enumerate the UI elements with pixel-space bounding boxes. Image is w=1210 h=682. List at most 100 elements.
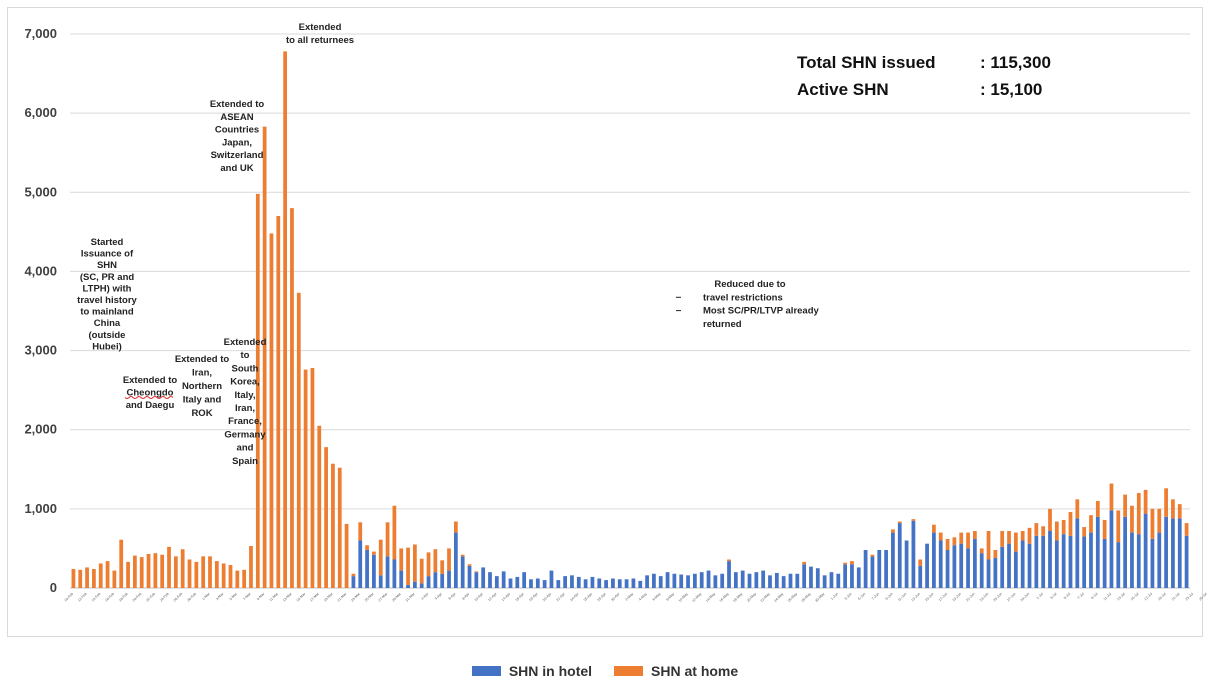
legend-swatch-home — [614, 666, 644, 676]
bar-hotel — [884, 550, 888, 588]
x-tick-label: 17-Jun — [938, 592, 948, 602]
annotation-line: LTPH) with — [83, 283, 132, 294]
bar-hotel — [549, 570, 554, 588]
y-tick-label: 6,000 — [24, 105, 57, 120]
bar-hotel — [979, 553, 984, 588]
bar-home — [1068, 512, 1073, 536]
x-tick-label: 23-Jun — [979, 592, 989, 602]
x-tick-label: 1-Jul — [1036, 592, 1044, 600]
annotation-line: travel restrictions — [703, 292, 783, 303]
bar-hotel — [768, 575, 772, 588]
annotation-reduced: Reduced due to travel restrictions Most SC… — [676, 279, 820, 330]
bar-hotel — [617, 579, 622, 588]
bar-home — [180, 549, 185, 588]
x-tick-label: 25-Mar — [364, 591, 375, 602]
bar-home — [146, 553, 151, 588]
annotation-line: SHN — [97, 260, 117, 271]
bar-hotel — [419, 583, 424, 588]
bar-hotel — [1164, 516, 1168, 588]
legend: SHN in hotel SHN at home — [0, 660, 1210, 682]
bar-hotel — [727, 561, 731, 588]
x-tick-label: 28-Apr — [597, 591, 608, 602]
bar-hotel — [693, 573, 697, 588]
x-tick-label: 17-Mar — [309, 591, 320, 602]
bar-hotel — [706, 570, 711, 588]
bar-hotel — [542, 580, 547, 588]
bar-home — [891, 529, 895, 533]
bar-home — [1143, 489, 1148, 514]
bar-home — [119, 539, 124, 588]
x-tick-label: 1-Jun — [830, 592, 839, 601]
bar-home — [440, 560, 445, 574]
bar-home — [194, 561, 199, 588]
x-tick-label: 24-Feb — [159, 592, 170, 603]
x-tick-label: 25-Jun — [993, 592, 1003, 602]
bar-home — [1013, 532, 1018, 552]
annotation-korea: Extended to South Korea, Italy, Iran, France, G… — [224, 337, 267, 467]
bar-hotel — [515, 576, 520, 588]
bar-home — [85, 567, 89, 588]
bar-hotel — [426, 576, 431, 588]
bar-hotel — [522, 572, 527, 588]
x-tick-label: 8-May — [665, 592, 675, 602]
x-tick-label: 17-Jul — [1144, 592, 1154, 602]
bar-home — [351, 573, 356, 577]
x-tick-label: 30-Apr — [610, 591, 621, 602]
bar-home — [1116, 510, 1121, 543]
bar-home — [1171, 499, 1175, 519]
bar-hotel — [815, 568, 820, 588]
x-tick-label: 19-Mar — [323, 591, 334, 602]
x-tick-label: 3-Jun — [844, 592, 853, 601]
bar-hotel — [665, 572, 670, 588]
x-tick-label: 26-Feb — [173, 592, 184, 603]
bar-hotel — [576, 576, 581, 588]
bar-home — [897, 521, 902, 524]
bar-home — [296, 292, 301, 588]
bar-hotel — [583, 579, 588, 588]
bar-home — [1150, 508, 1155, 539]
annotation-line: Reduced due to — [714, 279, 785, 290]
x-tick-label: 1-Mar — [201, 591, 211, 601]
annotation-line: Extended to — [210, 99, 265, 110]
bar-hotel — [1150, 538, 1155, 588]
bar-hotel — [638, 580, 643, 588]
x-tick-label: 31-Mar — [405, 591, 416, 602]
x-tick-label: 27-Mar — [378, 591, 389, 602]
bar-hotel — [1143, 513, 1148, 588]
chart-frame — [7, 7, 1203, 637]
x-tick-label: 26-May — [787, 592, 798, 603]
x-tick-label: 9-Mar — [256, 591, 266, 601]
annotation-line: Extended — [224, 337, 267, 348]
bar-hotel — [686, 575, 690, 588]
bar-home — [201, 556, 206, 588]
annotation-line: and Daegu — [126, 400, 175, 411]
annotation-line: returned — [703, 319, 742, 330]
bar-home — [235, 570, 240, 588]
bar-home — [269, 233, 274, 588]
bar-hotel — [1020, 540, 1025, 588]
x-tick-label: 3-Mar — [215, 591, 225, 601]
bar-hotel — [891, 532, 895, 588]
bar-hotel — [399, 570, 404, 588]
bar-home — [843, 562, 847, 565]
bar-home — [1007, 531, 1011, 544]
bar-home — [310, 367, 315, 588]
x-tick-label: 15-Jul — [1130, 592, 1140, 602]
bar-home — [979, 548, 984, 554]
annotation-line: and — [237, 443, 254, 454]
x-tick-label: 27-Jun — [1006, 592, 1016, 602]
bar-home — [1020, 531, 1025, 541]
x-tick-label: 20-May — [746, 592, 757, 603]
active-shn-value: : 15,100 — [980, 80, 1042, 99]
bar-home — [850, 561, 854, 565]
bar-hotel — [952, 545, 957, 588]
y-tick-label: 3,000 — [24, 343, 57, 358]
bar-hotel — [358, 540, 363, 588]
bar-hotel — [699, 572, 704, 588]
x-tick-label: 15-Mar — [296, 591, 307, 602]
bar-hotel — [966, 548, 970, 588]
bar-home — [966, 532, 970, 549]
bar-home — [255, 193, 260, 588]
x-tick-label: 12-Feb — [77, 592, 88, 603]
